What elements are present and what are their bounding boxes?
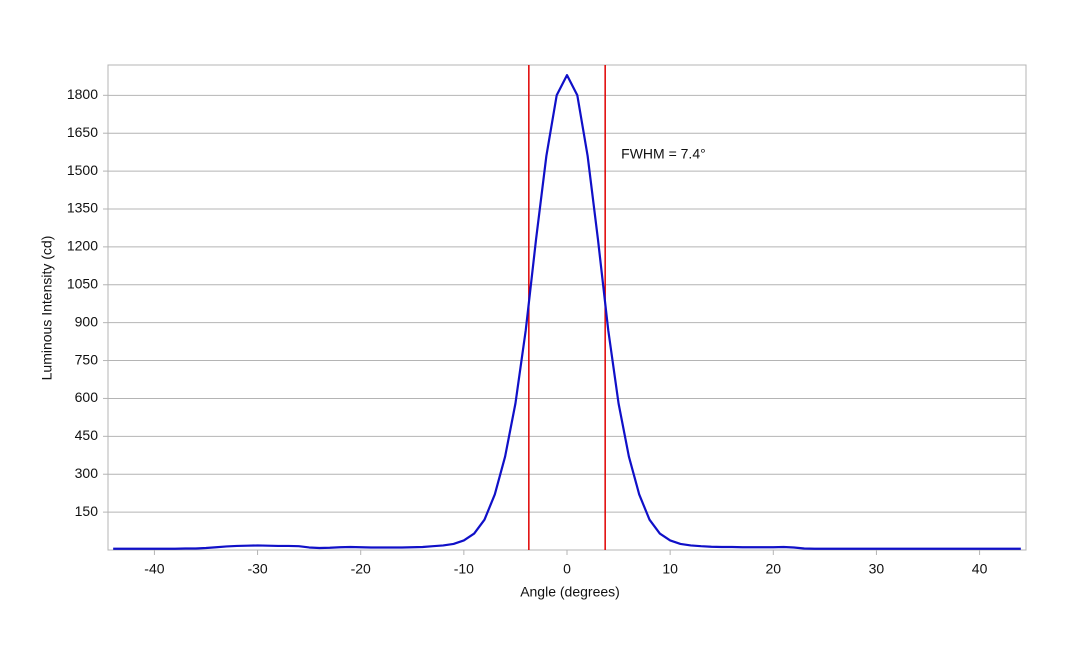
y-tick-label: 1650 — [67, 124, 98, 140]
x-axis-label: Angle (degrees) — [520, 584, 620, 600]
y-tick-label: 1500 — [67, 162, 98, 178]
y-tick-label: 600 — [75, 389, 99, 405]
data-line — [113, 74, 1021, 550]
x-tick-label: -30 — [247, 561, 267, 577]
y-tick-label: 900 — [75, 313, 99, 329]
x-tick-label: 10 — [662, 561, 678, 577]
x-tick-label: 0 — [563, 561, 571, 577]
y-tick-label: 1800 — [67, 86, 98, 102]
plot-frame — [107, 64, 1027, 551]
annotation: FWHM = 7.4° — [621, 146, 706, 162]
y-tick-label: 300 — [75, 465, 99, 481]
y-axis-label: Luminous Intensity (cd) — [39, 236, 55, 381]
x-tick-label: -10 — [454, 561, 474, 577]
x-tick-label: -20 — [351, 561, 371, 577]
y-tick-label: 1350 — [67, 200, 98, 216]
x-tick-label: 40 — [972, 561, 988, 577]
x-tick-label: 30 — [869, 561, 885, 577]
x-tick-label: -40 — [144, 561, 164, 577]
y-tick-label: 750 — [75, 351, 99, 367]
y-tick-label: 1200 — [67, 238, 98, 254]
x-tick-label: 20 — [766, 561, 782, 577]
y-tick-label: 450 — [75, 427, 99, 443]
y-tick-label: 1050 — [67, 275, 98, 291]
y-tick-label: 150 — [75, 503, 99, 519]
